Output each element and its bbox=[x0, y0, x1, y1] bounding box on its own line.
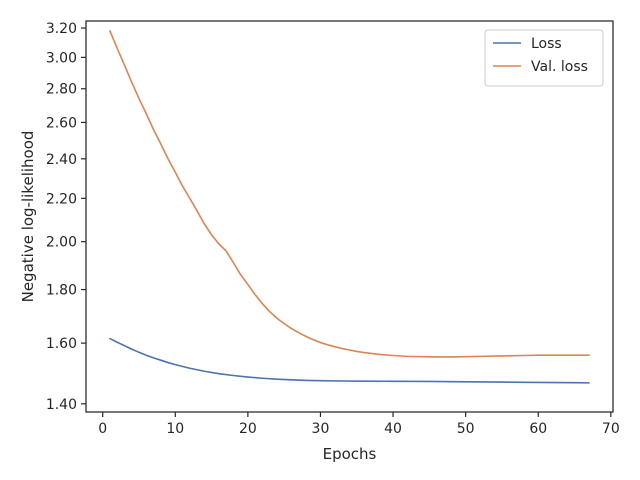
plot-area bbox=[109, 30, 590, 384]
y-tick-label: 2.00 bbox=[46, 235, 77, 251]
legend-box bbox=[484, 29, 604, 87]
y-tick-label: 3.00 bbox=[46, 50, 77, 66]
legend: Loss Val. loss bbox=[484, 29, 604, 87]
y-tick-label: 1.60 bbox=[46, 336, 77, 352]
x-tick-label: 40 bbox=[384, 421, 402, 437]
y-tick-label: 2.60 bbox=[46, 115, 77, 131]
legend-label: Loss bbox=[531, 36, 562, 52]
y-axis-ticks: 1.40 1.60 1.80 2.00 2.20 2.40 2.60 2.80 3.00 3.20 bbox=[46, 21, 86, 413]
y-tick-label: 2.40 bbox=[46, 152, 77, 168]
x-tick-label: 50 bbox=[457, 421, 475, 437]
y-tick-label: 3.20 bbox=[46, 21, 77, 37]
axes-frame bbox=[85, 20, 614, 413]
x-axis-ticks: 0 10 20 30 40 50 60 70 bbox=[98, 412, 620, 437]
x-tick-label: 10 bbox=[166, 421, 184, 437]
x-tick-label: 0 bbox=[98, 421, 107, 437]
x-tick-label: 30 bbox=[312, 421, 330, 437]
y-axis-label: Negative log-likelihood bbox=[19, 131, 37, 303]
y-tick-label: 1.80 bbox=[46, 283, 77, 299]
y-tick-label: 2.20 bbox=[46, 191, 77, 207]
y-tick-label: 1.40 bbox=[46, 397, 77, 413]
series-line-val-loss bbox=[109, 30, 590, 358]
x-axis-label: Epochs bbox=[323, 445, 377, 463]
x-tick-label: 20 bbox=[239, 421, 257, 437]
legend-label: Val. loss bbox=[531, 59, 588, 75]
x-tick-label: 70 bbox=[602, 421, 620, 437]
series-line-loss bbox=[109, 337, 590, 384]
y-tick-label: 2.80 bbox=[46, 82, 77, 98]
x-tick-label: 60 bbox=[529, 421, 547, 437]
